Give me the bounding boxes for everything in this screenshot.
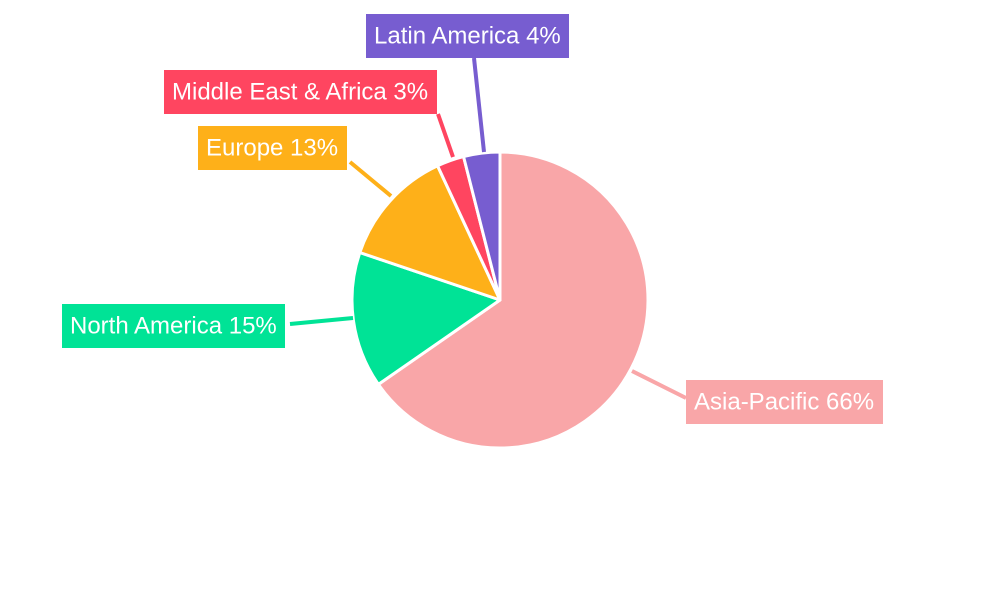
slice-label-text: Middle East & Africa 3% [172, 79, 428, 106]
slice-label-north-america: North America 15% [62, 304, 285, 348]
slice-label-latin-america: Latin America 4% [366, 14, 569, 58]
leader-line-asia-pacific [631, 369, 687, 400]
slice-label-europe: Europe 13% [198, 126, 347, 170]
slice-label-text: Asia-Pacific 66% [694, 389, 874, 416]
leader-line-north-america [289, 316, 354, 326]
leader-line-europe [348, 160, 393, 198]
slice-label-box [164, 70, 437, 114]
pie-slice-north-america[interactable] [350, 251, 502, 386]
slice-label-box [62, 304, 285, 348]
leader-line-latin-america [472, 57, 486, 153]
slices-layer [350, 150, 650, 450]
slice-labels-layer: Asia-Pacific 66% North America 15% Europe … [62, 14, 883, 424]
slice-label-asia-pacific: Asia-Pacific 66% [686, 380, 883, 424]
slice-label-box [366, 14, 569, 58]
slice-label-text: Latin America 4% [374, 23, 561, 50]
pie-slice-asia-pacific[interactable] [376, 150, 650, 450]
slice-label-box [198, 126, 347, 170]
slice-label-box [686, 380, 883, 424]
leader-line-middle-east-and-africa [436, 113, 455, 158]
pie-slice-europe[interactable] [358, 164, 502, 302]
pie-slice-latin-america[interactable] [462, 150, 502, 302]
leader-lines-layer [289, 57, 687, 400]
slice-label-text: North America 15% [70, 313, 277, 340]
slice-label-middle-east-and-africa: Middle East & Africa 3% [164, 70, 437, 114]
slice-label-text: Europe 13% [206, 135, 338, 162]
